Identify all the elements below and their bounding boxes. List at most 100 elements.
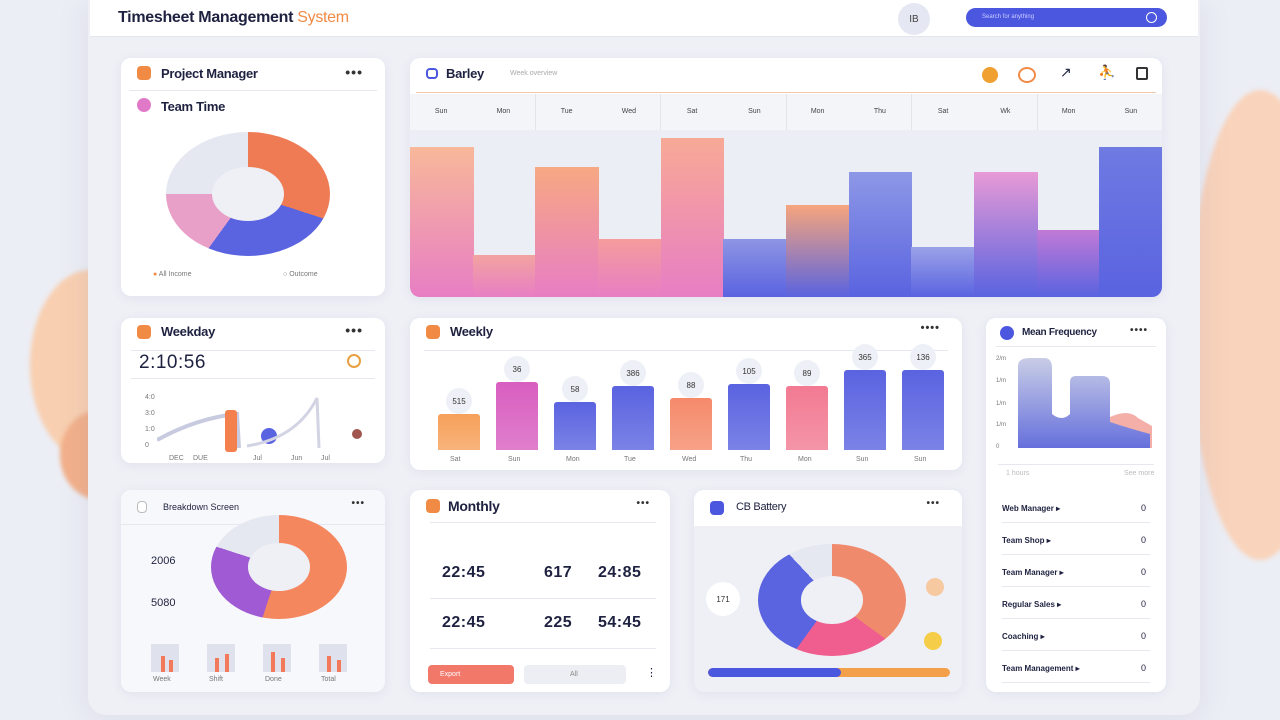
bar-value-label: 89 <box>794 360 820 386</box>
weekly-bar[interactable] <box>554 402 596 450</box>
weekly-bar[interactable] <box>902 370 944 450</box>
breakdown-donut <box>211 515 347 619</box>
x-tick-label: Wed <box>682 456 697 463</box>
avatar[interactable]: IB <box>898 3 930 35</box>
calendar-icon <box>426 68 438 79</box>
day-header[interactable]: Sat <box>937 108 949 115</box>
frequency-card: Mean Frequency •••• 2/m 1/m 1/m 1/m 0 1 … <box>986 318 1166 692</box>
timer-icon[interactable] <box>347 354 361 368</box>
frequency-area-chart <box>1018 358 1152 448</box>
more-menu-icon[interactable]: ••• <box>345 64 363 80</box>
list-item[interactable]: Team Manager ▸ 0 <box>986 560 1166 592</box>
team-time-donut <box>166 132 330 256</box>
list-item-label: Team Manager ▸ <box>1002 568 1064 577</box>
all-button[interactable]: All <box>524 665 626 684</box>
more-menu-icon[interactable]: •••• <box>1129 325 1148 336</box>
weekly-bar[interactable] <box>786 386 828 450</box>
weekly-bar[interactable] <box>670 398 712 450</box>
monthly-card: Monthly ••• 22:45 617 24:85 22:45 225 54… <box>410 490 670 692</box>
list-item-label: Team Management ▸ <box>1002 664 1080 673</box>
search-icon[interactable] <box>1146 12 1157 23</box>
day-header[interactable]: Mon <box>472 94 536 130</box>
list-item[interactable]: Regular Sales ▸ 0 <box>986 592 1166 624</box>
barley-bar <box>1099 146 1162 297</box>
card-title: Weekly <box>450 324 493 339</box>
day-header[interactable]: Thu <box>849 94 912 130</box>
header: Timesheet Management System IB Search fo… <box>90 0 1198 37</box>
app-title: Timesheet Management System <box>118 9 349 26</box>
weekly-bar[interactable] <box>612 386 654 450</box>
more-menu-icon[interactable]: ••• <box>636 498 650 509</box>
day-header[interactable]: Wk <box>974 94 1038 130</box>
list-item[interactable]: Coaching ▸ 0 <box>986 624 1166 656</box>
donut-hole <box>800 576 864 624</box>
donut-hole <box>247 543 311 591</box>
barley-bar <box>848 171 913 297</box>
x-tick-label: Sat <box>450 456 461 463</box>
more-menu-icon[interactable]: •••• <box>920 322 940 334</box>
weekly-bar[interactable] <box>844 370 886 450</box>
card-title: Monthly <box>448 498 500 514</box>
day-header[interactable]: Mon <box>1061 108 1076 115</box>
x-tick-label: Sun <box>508 456 521 463</box>
battery-card: CB Battery ••• 171 <box>694 490 962 692</box>
day-header[interactable]: Tue <box>560 108 573 115</box>
more-menu-icon[interactable]: ••• <box>351 498 365 509</box>
barley-bar <box>535 166 599 297</box>
barley-chart <box>410 130 1162 297</box>
user-icon[interactable] <box>982 67 998 83</box>
list-item-value: 0 <box>1140 535 1146 545</box>
weekday-line-chart <box>157 397 362 452</box>
x-tick-label: Mon <box>566 456 580 463</box>
barley-card: Barley Week overview ↗ ⛹ Sun Mon Tue Wed Sat… <box>410 58 1162 297</box>
bar-value-label: 58 <box>562 376 588 402</box>
x-tick-label: Sun <box>856 456 869 463</box>
day-header[interactable]: Mon <box>810 108 825 115</box>
battery-progress <box>708 668 950 677</box>
day-header[interactable]: Sun <box>1124 108 1138 115</box>
weekday-card: Weekday ••• 2:10:56 4:0 3:0 1:0 0 DEC DU… <box>121 318 385 463</box>
legend-outcome: ○ Outcome <box>283 271 318 278</box>
x-tick-label: Thu <box>740 456 753 463</box>
barley-bar <box>723 238 787 297</box>
barley-bar <box>786 205 850 297</box>
weekly-bar[interactable] <box>728 384 770 450</box>
day-header[interactable]: Sun <box>434 108 448 115</box>
day-header[interactable]: Wed <box>598 94 661 130</box>
list-item-label: Team Shop ▸ <box>1002 536 1051 545</box>
see-more-link[interactable]: See more <box>1124 470 1155 477</box>
more-menu-icon[interactable]: ••• <box>345 322 363 338</box>
day-header[interactable]: Sat <box>686 108 698 115</box>
more-vertical-icon[interactable]: ⋮ <box>646 667 657 679</box>
day-header[interactable]: Sun <box>723 94 787 130</box>
weekly-bar[interactable] <box>496 382 538 450</box>
search-input[interactable]: Search for anything <box>966 8 1167 27</box>
list-item-label: Coaching ▸ <box>1002 632 1045 641</box>
list-item-value: 0 <box>1140 503 1146 513</box>
list-item[interactable]: Team Management ▸ 0 <box>986 656 1166 688</box>
weekly-icon <box>426 325 440 339</box>
arrow-icon[interactable]: ↗ <box>1060 64 1072 80</box>
list-item[interactable]: Team Shop ▸ 0 <box>986 528 1166 560</box>
breakdown-label: 5080 <box>151 597 176 609</box>
weekday-total: 2:10:56 <box>139 352 206 373</box>
tag-icon[interactable] <box>1018 67 1036 83</box>
barley-bar <box>410 146 474 297</box>
bar-value-label: 88 <box>678 372 704 398</box>
list-item-label: Regular Sales ▸ <box>1002 600 1062 609</box>
clock-icon <box>137 325 151 339</box>
card-title: Project Manager <box>161 66 258 81</box>
weekly-bar[interactable] <box>438 414 480 450</box>
list-item-label: Web Manager ▸ <box>1002 504 1061 513</box>
export-button[interactable]: Export <box>428 665 514 684</box>
barley-bar <box>974 171 1038 297</box>
card-subtitle: Team Time <box>161 99 226 114</box>
list-item[interactable]: Web Manager ▸ 0 <box>986 496 1166 528</box>
more-menu-icon[interactable]: ••• <box>926 498 940 509</box>
list-icon[interactable] <box>1136 67 1148 80</box>
card-title: Weekday <box>161 324 216 339</box>
frequency-icon <box>1000 326 1014 340</box>
person-icon[interactable]: ⛹ <box>1098 64 1116 80</box>
barley-bar <box>472 255 537 297</box>
x-tick-label: Sun <box>914 456 927 463</box>
